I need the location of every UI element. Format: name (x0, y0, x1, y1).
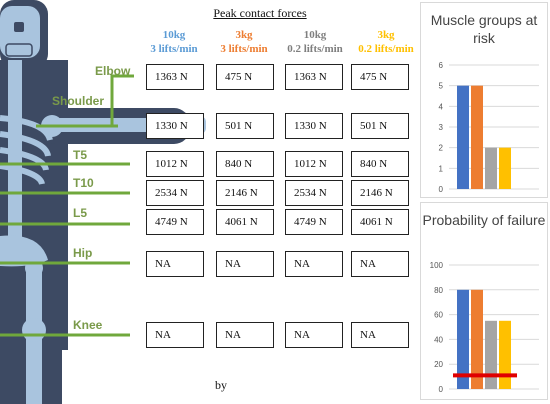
force-cell-l5-1: 4749 N (146, 209, 204, 235)
force-cell-knee-4: NA (351, 322, 409, 348)
y-tick-label: 3 (439, 123, 444, 132)
y-tick-label: 4 (439, 102, 444, 111)
muscle-risk-chart: 0 1 2 3 4 5 6 (439, 61, 539, 194)
table-title: Peak contact forces (213, 6, 307, 20)
failure-probability-chart: 0 20 40 60 80 100 (430, 261, 539, 394)
y-tick-label: 6 (439, 61, 444, 70)
force-cell-knee-3: NA (285, 322, 343, 348)
joint-label-hip: Hip (73, 246, 93, 260)
chart-title: Probability of failure (422, 212, 546, 228)
y-tick-label: 5 (439, 82, 444, 91)
force-cell-hip-2: NA (216, 251, 274, 277)
y-tick-label: 20 (434, 360, 443, 369)
chart-title: Muscle groups at risk (430, 12, 538, 46)
force-cell-shoulder-4: 501 N (351, 113, 409, 139)
knee-joint-bone (22, 318, 46, 342)
y-tick-label: 100 (430, 261, 444, 270)
force-cell-t5-2: 840 N (216, 151, 274, 177)
column-weight: 3kg (235, 29, 253, 41)
force-cell-elbow-2: 475 N (216, 64, 274, 90)
joint-label-elbow: Elbow (95, 64, 131, 78)
bar-4 (499, 320, 511, 389)
force-cell-elbow-1: 1363 N (146, 64, 204, 90)
column-header-4: 3kg 0.2 lifts/min (350, 28, 422, 56)
y-tick-label: 80 (434, 286, 443, 295)
y-tick-label: 40 (434, 335, 443, 344)
column-weight: 3kg (377, 29, 395, 41)
bar-1 (457, 85, 469, 189)
elbow-line (110, 74, 134, 126)
pelvis-bone (0, 235, 48, 267)
force-cell-elbow-3: 1363 N (285, 64, 343, 90)
rib-cage (0, 115, 53, 186)
bar-2 (471, 289, 483, 389)
force-cell-t10-1: 2534 N (146, 180, 204, 206)
column-header-1: 10kg 3 lifts/min (138, 28, 210, 56)
column-weight: 10kg (303, 29, 327, 41)
force-cell-l5-2: 4061 N (216, 209, 274, 235)
force-cell-knee-1: NA (146, 322, 204, 348)
y-tick-label: 1 (439, 164, 444, 173)
joint-label-knee: Knee (73, 318, 103, 332)
eye-socket (14, 22, 24, 32)
force-cell-l5-3: 4749 N (285, 209, 343, 235)
y-tick-label: 0 (439, 185, 444, 194)
force-cell-t5-1: 1012 N (146, 151, 204, 177)
failure-probability-panel: Probability of failure 0 20 40 60 80 100 (420, 202, 548, 400)
y-tick-label: 2 (439, 144, 444, 153)
joint-label-t10: T10 (73, 176, 94, 190)
bar-2 (471, 85, 483, 189)
column-rate: 3 lifts/min (220, 43, 268, 55)
bar-3 (485, 147, 497, 189)
byline: by (215, 378, 227, 392)
force-cell-t10-2: 2146 N (216, 180, 274, 206)
force-cell-t5-3: 1012 N (285, 151, 343, 177)
y-tick-label: 60 (434, 311, 443, 320)
y-tick-label: 0 (439, 385, 444, 394)
force-cell-hip-1: NA (146, 251, 204, 277)
force-cell-hip-3: NA (285, 251, 343, 277)
force-cell-hip-4: NA (351, 251, 409, 277)
joint-label-l5: L5 (73, 206, 88, 220)
force-cell-l5-4: 4061 N (351, 209, 409, 235)
force-cell-shoulder-1: 1330 N (146, 113, 204, 139)
column-rate: 3 lifts/min (150, 43, 198, 55)
jaw-bone (5, 43, 33, 57)
column-header-3: 10kg 0.2 lifts/min (279, 28, 351, 56)
spine-bone (8, 60, 22, 260)
column-rate: 0.2 lifts/min (358, 43, 414, 55)
column-weight: 10kg (162, 29, 186, 41)
column-header-2: 3kg 3 lifts/min (208, 28, 280, 56)
joint-label-t5: T5 (73, 148, 88, 162)
bar-1 (457, 289, 469, 389)
force-cell-t5-4: 840 N (351, 151, 409, 177)
force-cell-elbow-4: 475 N (351, 64, 409, 90)
joint-label-shoulder: Shoulder (52, 94, 105, 108)
bar-3 (485, 320, 497, 389)
bar-4 (499, 147, 511, 189)
force-cell-shoulder-3: 1330 N (285, 113, 343, 139)
force-cell-shoulder-2: 501 N (216, 113, 274, 139)
force-cell-t10-4: 2146 N (351, 180, 409, 206)
force-cell-knee-2: NA (216, 322, 274, 348)
force-cell-t10-3: 2534 N (285, 180, 343, 206)
column-rate: 0.2 lifts/min (287, 43, 343, 55)
muscle-risk-panel: Muscle groups at risk 0 1 2 3 4 5 6 (420, 2, 548, 198)
